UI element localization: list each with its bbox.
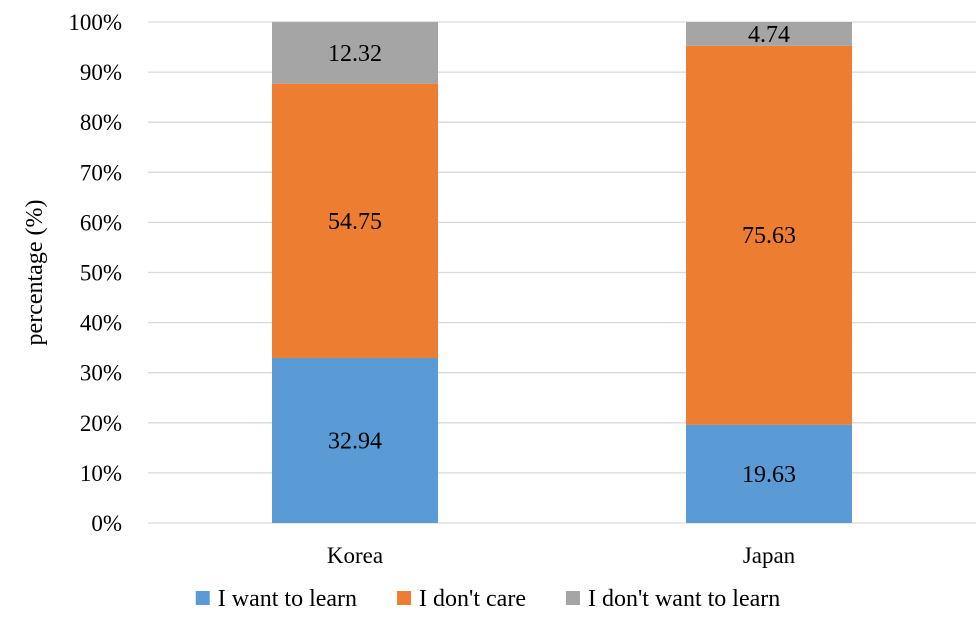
legend-label: I want to learn xyxy=(218,586,357,612)
y-tick-label: 50% xyxy=(80,261,122,286)
legend: I want to learn I don't care I don't want … xyxy=(195,586,780,612)
legend-swatch xyxy=(565,591,580,605)
bar-segment xyxy=(272,357,438,523)
data-label: 75.63 xyxy=(742,223,796,249)
data-label: 12.32 xyxy=(328,41,382,67)
y-tick-label: 10% xyxy=(80,461,122,486)
y-tick-label: 20% xyxy=(80,411,122,436)
bars xyxy=(272,21,852,523)
y-tick-label: 80% xyxy=(80,110,122,135)
x-axis-ticks: Korea Japan xyxy=(327,543,796,568)
y-tick-label: 30% xyxy=(80,361,122,386)
data-label: 4.74 xyxy=(748,22,790,48)
legend-swatch xyxy=(397,591,412,605)
legend-item: I want to learn xyxy=(195,586,357,612)
bar-segment xyxy=(686,424,852,523)
data-label: 54.75 xyxy=(328,209,382,235)
bar-segment xyxy=(272,83,438,358)
legend-label: I don't want to learn xyxy=(588,586,780,612)
y-tick-label: 40% xyxy=(80,311,122,336)
y-axis-ticks: 0% 10% 20% 30% 40% 50% 60% 70% 80% 90% 100% xyxy=(68,10,122,536)
legend-label: I don't care xyxy=(419,586,526,612)
legend-swatch xyxy=(195,591,210,605)
bar-segment xyxy=(272,21,438,84)
x-tick-label: Japan xyxy=(743,543,796,568)
bar-segment xyxy=(686,22,852,46)
y-axis-title: percentage (%) xyxy=(22,200,48,346)
bar-segment xyxy=(686,45,852,425)
legend-item: I don't want to learn xyxy=(565,586,780,612)
x-tick-label: Korea xyxy=(327,543,383,568)
y-tick-label: 0% xyxy=(91,511,122,536)
y-tick-label: 100% xyxy=(68,10,122,35)
y-tick-label: 70% xyxy=(80,160,122,185)
data-label: 19.63 xyxy=(742,462,796,488)
y-tick-label: 90% xyxy=(80,60,122,85)
legend-item: I don't care xyxy=(397,586,526,612)
data-label: 32.94 xyxy=(328,428,382,454)
data-labels: 32.94 54.75 12.32 19.63 75.63 4.74 xyxy=(328,22,796,488)
y-tick-label: 60% xyxy=(80,210,122,235)
